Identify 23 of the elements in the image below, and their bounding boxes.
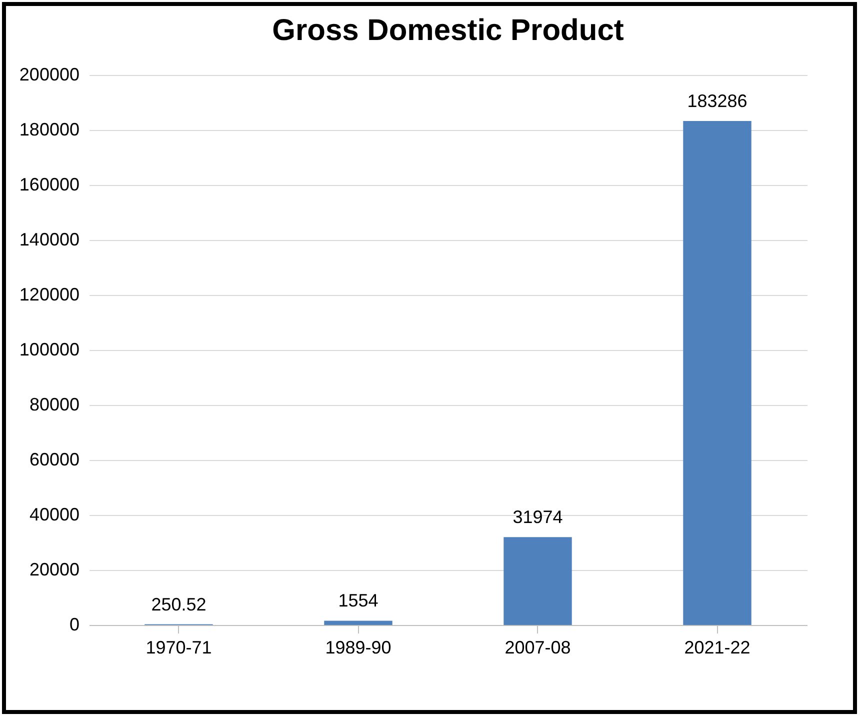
- bar: [324, 620, 392, 625]
- x-tick-label: 1970-71: [146, 638, 212, 658]
- y-tick-label: 0: [69, 614, 80, 634]
- y-tick-label: 80000: [29, 394, 80, 414]
- y-tick-label: 180000: [19, 120, 80, 140]
- data-label: 31974: [512, 507, 563, 528]
- y-tick-label: 200000: [19, 64, 80, 84]
- data-label: 1554: [338, 590, 378, 611]
- y-tick-label: 100000: [19, 340, 80, 360]
- x-tick-label: 2007-08: [504, 638, 571, 658]
- data-label: 250.52: [151, 594, 206, 614]
- y-tick-label: 120000: [19, 284, 80, 304]
- bar: [504, 537, 572, 625]
- y-tick-label: 160000: [19, 174, 80, 194]
- x-tick-label: 2021-22: [684, 638, 750, 658]
- y-tick-label: 40000: [29, 504, 80, 524]
- chart-title: Gross Domestic Product: [272, 14, 624, 47]
- y-tick-label: 140000: [19, 230, 80, 250]
- bar: [683, 120, 752, 625]
- y-tick-label: 60000: [29, 450, 80, 470]
- data-label: 183286: [687, 90, 748, 111]
- x-tick-label: 1989-90: [325, 638, 392, 658]
- y-tick-label: 20000: [29, 560, 80, 580]
